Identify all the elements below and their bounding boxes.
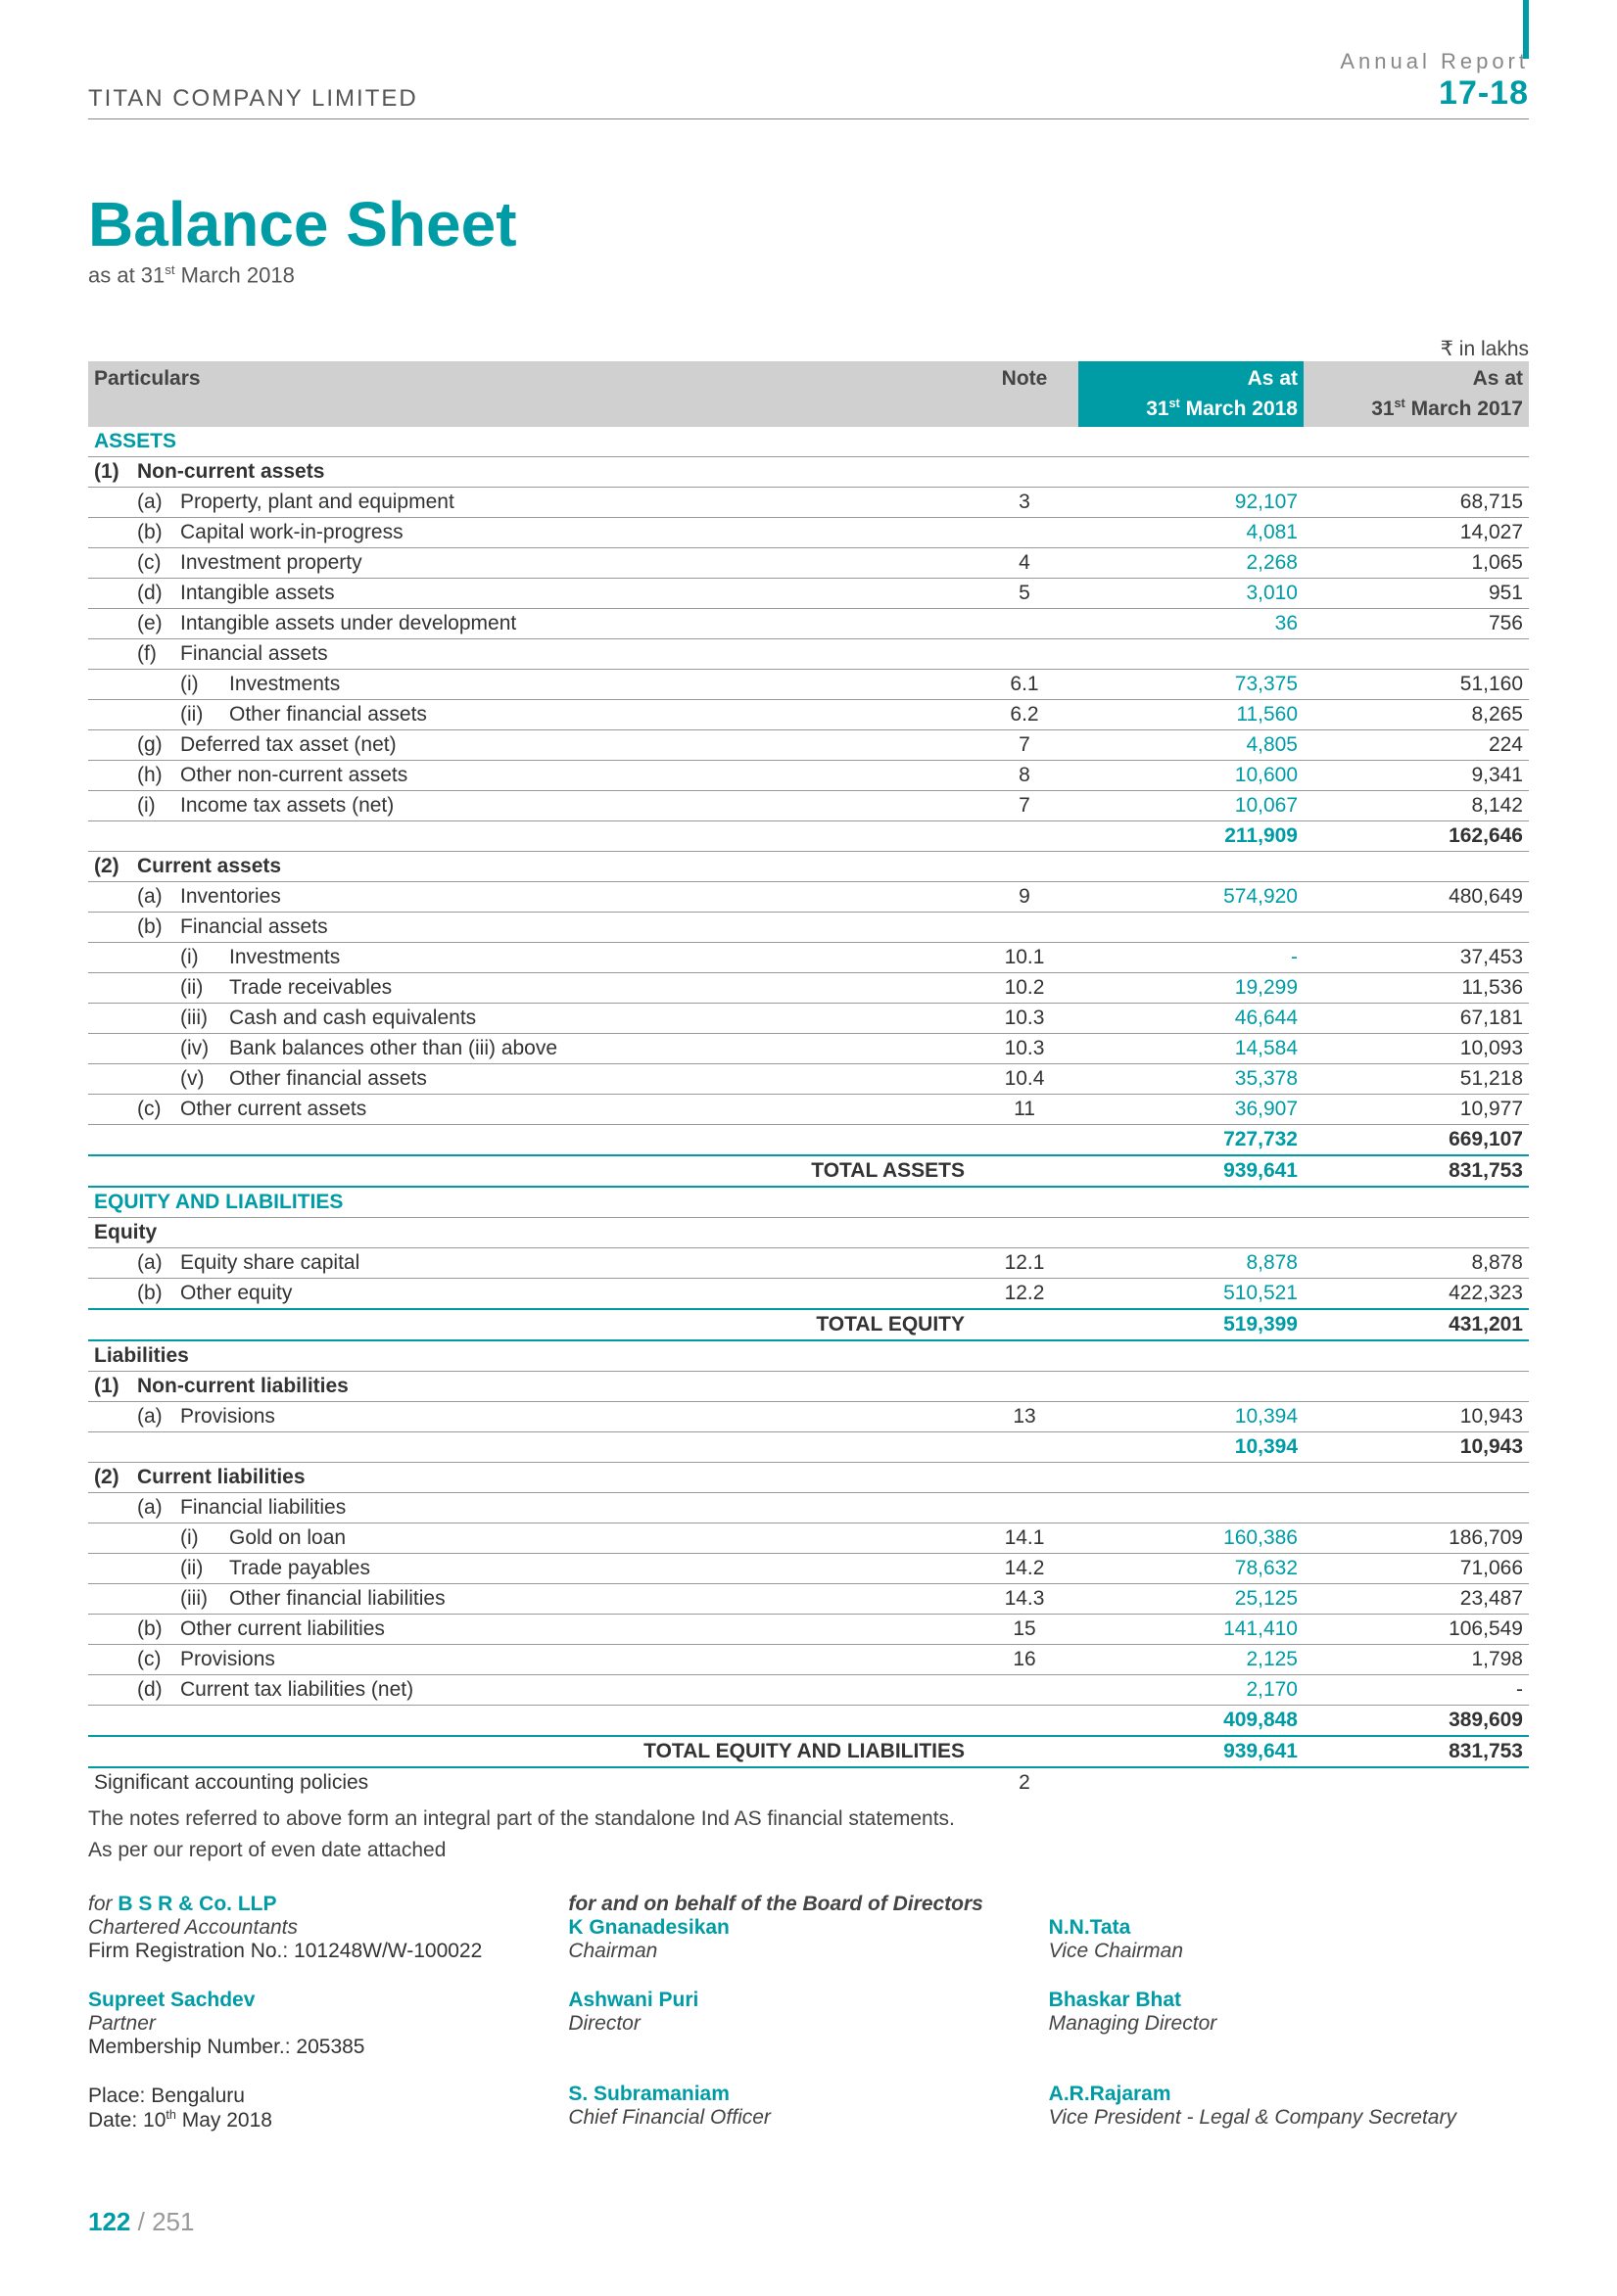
- chairman-name: K Gnanadesikan: [568, 1916, 1048, 1940]
- row-ncl-provisions: (a)Provisions1310,39410,943: [88, 1402, 1529, 1432]
- row-ca-total: 727,732669,107: [88, 1125, 1529, 1156]
- sig-col-auditor: for B S R & Co. LLP Chartered Accountant…: [88, 1893, 568, 2158]
- row-ca-financial-assets: (b)Financial assets: [88, 913, 1529, 943]
- col-date-current: 31st March 2018: [1078, 394, 1304, 427]
- director-name: Ashwani Puri: [568, 1989, 1048, 2012]
- as-at-subtitle: as at 31st March 2018: [88, 262, 1529, 288]
- row-ocl: (b)Other current liabilities15141,410106…: [88, 1615, 1529, 1645]
- page-current: 122: [88, 2207, 130, 2236]
- currency-unit: ₹ in lakhs: [88, 337, 1529, 361]
- row-cl-financial-liabilities: (a)Financial liabilities: [88, 1493, 1529, 1523]
- row-cl-head: (2)Current liabilities: [88, 1463, 1529, 1493]
- firm-registration: Firm Registration No.: 101248W/W-100022: [88, 1940, 568, 1963]
- cfo-role: Chief Financial Officer: [568, 2106, 1048, 2130]
- vp-legal-role: Vice President - Legal & Company Secreta…: [1049, 2106, 1529, 2130]
- annual-report-label: Annual Report: [1340, 49, 1529, 74]
- company-name: TITAN COMPANY LIMITED: [88, 85, 418, 113]
- row-equity-head: Equity: [88, 1218, 1529, 1248]
- row-gold-on-loan: (i)Gold on loan14.1160,386186,709: [88, 1523, 1529, 1554]
- col-particulars: Particulars: [88, 361, 971, 394]
- col-asat-current: As at: [1078, 361, 1304, 394]
- board-lead: for and on behalf of the Board of Direct…: [568, 1893, 1048, 1916]
- row-ctl: (d)Current tax liabilities (net)2,170-: [88, 1675, 1529, 1706]
- subtitle-post: March 2018: [175, 262, 295, 287]
- vp-legal-name: A.R.Rajaram: [1049, 2083, 1529, 2106]
- top-accent-rule: [1523, 0, 1529, 59]
- row-sap: Significant accounting policies2: [88, 1767, 1529, 1798]
- subtitle-ord: st: [165, 262, 174, 277]
- page-title: Balance Sheet: [88, 188, 1529, 260]
- partner-role: Partner: [88, 2012, 568, 2036]
- row-cash: (iii)Cash and cash equivalents10.346,644…: [88, 1004, 1529, 1034]
- audit-firm-role: Chartered Accountants: [88, 1916, 568, 1940]
- cfo-name: S. Subramaniam: [568, 2083, 1048, 2106]
- place: Place: Bengaluru: [88, 2085, 568, 2108]
- row-liabilities-head: Liabilities: [88, 1340, 1529, 1372]
- page-total: 251: [152, 2207, 194, 2236]
- subtitle-pre: as at 31: [88, 262, 165, 287]
- col-asat-prev: As at: [1304, 361, 1529, 394]
- row-total-equity-liabilities: TOTAL EQUITY AND LIABILITIES939,641831,7…: [88, 1736, 1529, 1767]
- row-cwip: (b)Capital work-in-progress4,08114,027: [88, 518, 1529, 548]
- row-ita: (i)Income tax assets (net)710,0678,142: [88, 791, 1529, 821]
- footer-notes: The notes referred to above form an inte…: [88, 1804, 1529, 1865]
- annual-report-block: Annual Report 17-18: [1340, 49, 1529, 113]
- row-intangible: (d)Intangible assets53,010951: [88, 579, 1529, 609]
- md-role: Managing Director: [1049, 2012, 1529, 2036]
- row-ca-head: (2)Current assets: [88, 852, 1529, 882]
- row-onca: (h)Other non-current assets810,6009,341: [88, 761, 1529, 791]
- col-note: Note: [971, 361, 1078, 394]
- audit-firm: B S R & Co. LLP: [118, 1893, 276, 1915]
- row-fa-investments: (i)Investments6.173,37551,160: [88, 670, 1529, 700]
- row-inv-prop: (c)Investment property42,2681,065: [88, 548, 1529, 579]
- row-cl-provisions: (c)Provisions162,1251,798: [88, 1645, 1529, 1675]
- row-ofl: (iii)Other financial liabilities14.325,1…: [88, 1584, 1529, 1615]
- page-sep: /: [130, 2207, 152, 2236]
- row-ncl-total: 10,39410,943: [88, 1432, 1529, 1463]
- sig-col-board-1: for and on behalf of the Board of Direct…: [568, 1893, 1048, 2158]
- signatories: for B S R & Co. LLP Chartered Accountant…: [88, 1893, 1529, 2158]
- row-ca-ofa: (v)Other financial assets10.435,37851,21…: [88, 1064, 1529, 1095]
- membership-number: Membership Number.: 205385: [88, 2036, 568, 2059]
- row-cl-total: 409,848389,609: [88, 1706, 1529, 1737]
- md-name: Bhaskar Bhat: [1049, 1989, 1529, 2012]
- section-assets: ASSETS: [88, 427, 1529, 457]
- vice-chairman-role: Vice Chairman: [1049, 1940, 1529, 1963]
- table-header-row2: 31st March 2018 31st March 2017: [88, 394, 1529, 427]
- row-trade-payables: (ii)Trade payables14.278,63271,066: [88, 1554, 1529, 1584]
- row-total-assets: TOTAL ASSETS939,641831,753: [88, 1155, 1529, 1187]
- sig-col-board-2: N.N.Tata Vice Chairman Bhaskar Bhat Mana…: [1049, 1893, 1529, 2158]
- for-prefix: for: [88, 1893, 118, 1915]
- row-total-equity: TOTAL EQUITY519,399431,201: [88, 1309, 1529, 1340]
- date: Date: 10th May 2018: [88, 2108, 568, 2132]
- row-bank-balances: (iv)Bank balances other than (iii) above…: [88, 1034, 1529, 1064]
- row-other-equity: (b)Other equity12.2510,521422,323: [88, 1279, 1529, 1310]
- row-intangible-dev: (e)Intangible assets under development36…: [88, 609, 1529, 639]
- row-financial-assets: (f)Financial assets: [88, 639, 1529, 670]
- row-oca: (c)Other current assets1136,90710,977: [88, 1095, 1529, 1125]
- row-trade-receivables: (ii)Trade receivables10.219,29911,536: [88, 973, 1529, 1004]
- row-ppe: (a)Property, plant and equipment392,1076…: [88, 488, 1529, 518]
- table-header-row1: Particulars Note As at As at: [88, 361, 1529, 394]
- director-role: Director: [568, 2012, 1048, 2036]
- row-esc: (a)Equity share capital12.18,8788,878: [88, 1248, 1529, 1279]
- vice-chairman-name: N.N.Tata: [1049, 1916, 1529, 1940]
- row-dta: (g)Deferred tax asset (net)74,805224: [88, 730, 1529, 761]
- row-fa-other: (ii)Other financial assets6.211,5608,265: [88, 700, 1529, 730]
- annual-report-year: 17-18: [1340, 74, 1529, 113]
- footer-note-2: As per our report of even date attached: [88, 1835, 1529, 1866]
- chairman-role: Chairman: [568, 1940, 1048, 1963]
- col-date-prev: 31st March 2017: [1304, 394, 1529, 427]
- row-nca-head: (1)Non-current assets: [88, 457, 1529, 488]
- page-header: TITAN COMPANY LIMITED Annual Report 17-1…: [88, 49, 1529, 119]
- row-nca-total: 211,909162,646: [88, 821, 1529, 852]
- balance-sheet-table: Particulars Note As at As at 31st March …: [88, 361, 1529, 1798]
- page-number: 122 / 251: [88, 2207, 1529, 2237]
- row-ca-investments: (i)Investments10.1-37,453: [88, 943, 1529, 973]
- partner-name: Supreet Sachdev: [88, 1989, 568, 2012]
- row-inventories: (a)Inventories9574,920480,649: [88, 882, 1529, 913]
- section-equity-liabilities: EQUITY AND LIABILITIES: [88, 1187, 1529, 1218]
- row-ncl-head: (1)Non-current liabilities: [88, 1372, 1529, 1402]
- footer-note-1: The notes referred to above form an inte…: [88, 1804, 1529, 1835]
